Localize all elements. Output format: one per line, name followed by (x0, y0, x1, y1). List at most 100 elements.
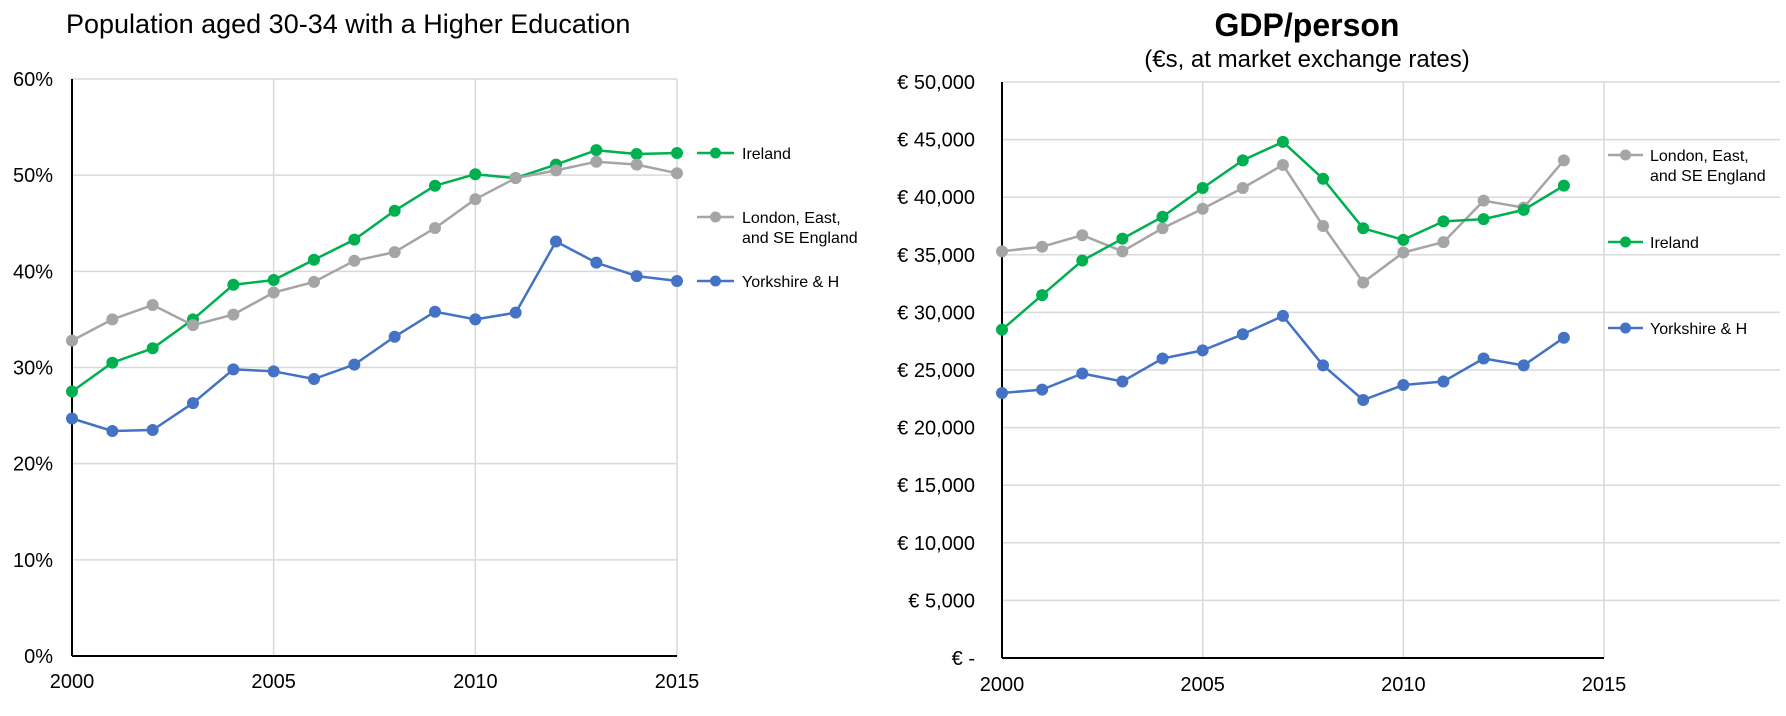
data-point-ireland (1437, 215, 1450, 228)
data-point-yorkshire (187, 397, 199, 410)
y-tick-label: € 5,000 (908, 590, 975, 612)
data-point-yorkshire (509, 306, 522, 319)
data-point-london (671, 167, 683, 180)
y-tick-label: 60% (13, 69, 53, 91)
data-point-yorkshire (1236, 328, 1249, 341)
data-point-ireland (1317, 172, 1330, 185)
series-london (66, 155, 683, 347)
data-point-london (1437, 236, 1450, 249)
y-tick-label: € 25,000 (897, 360, 975, 382)
chart1-legend: Ireland London, East, and SE England Yorksh… (697, 146, 858, 291)
data-point-london (187, 319, 199, 332)
series-yorkshire (996, 309, 1570, 406)
data-point-london (308, 275, 320, 288)
x-tick-label: 2015 (655, 671, 700, 693)
data-point-yorkshire (469, 313, 482, 326)
data-point-yorkshire (227, 363, 240, 376)
data-point-yorkshire (66, 412, 78, 425)
data-point-yorkshire (1076, 367, 1089, 380)
data-point-yorkshire (1116, 375, 1129, 388)
chart-higher-education: Population aged 30-34 with a Higher Educ… (13, 9, 858, 693)
legend-entry-yorkshire: Yorkshire & H (697, 274, 839, 291)
data-point-london (388, 246, 401, 259)
data-point-london (630, 158, 643, 171)
data-point-ireland (146, 342, 159, 355)
chart1-y-tick-labels: 0% 10% 20% 30% 40% 50% 60% (13, 69, 53, 668)
data-point-london (106, 313, 119, 326)
x-tick-label: 2000 (50, 671, 95, 693)
data-point-ireland (348, 233, 361, 246)
legend-entry-ireland: Ireland (1608, 235, 1699, 252)
data-point-ireland (590, 144, 603, 157)
chart-gdp-per-person: GDP/person (€s, at market exchange rates… (897, 7, 1780, 696)
y-tick-label: 30% (13, 358, 53, 380)
data-point-yorkshire (429, 305, 441, 318)
chart2-axes (1001, 82, 1604, 659)
y-tick-label: € - (952, 648, 975, 670)
legend-label-ireland: Ireland (742, 146, 791, 163)
legend-label-london: and SE England (742, 230, 858, 247)
data-point-ireland (1357, 222, 1370, 235)
x-tick-label: 2005 (251, 671, 296, 693)
legend-label-ireland: Ireland (1650, 235, 1699, 252)
y-tick-label: € 45,000 (897, 130, 975, 152)
data-point-ireland (630, 148, 643, 161)
chart1-title: Population aged 30-34 with a Higher Educ… (66, 9, 630, 39)
data-point-yorkshire (308, 373, 320, 386)
y-tick-label: € 50,000 (897, 72, 975, 94)
data-point-ireland (1557, 179, 1570, 192)
data-point-yorkshire (671, 274, 683, 287)
chart2-legend: London, East, and SE England Ireland Yorksh… (1608, 148, 1766, 338)
y-tick-label: € 30,000 (897, 302, 975, 324)
series-ireland (996, 135, 1570, 336)
data-point-london (429, 222, 441, 235)
data-point-yorkshire (1517, 359, 1530, 372)
data-point-yorkshire (1357, 393, 1370, 406)
data-point-yorkshire (267, 365, 280, 378)
data-point-ireland (469, 168, 482, 181)
data-point-ireland (227, 278, 240, 291)
data-point-yorkshire (388, 330, 401, 343)
data-point-yorkshire (1397, 378, 1410, 391)
data-point-london (1196, 202, 1209, 215)
data-point-london (1397, 246, 1410, 259)
legend-marker-london (1620, 149, 1631, 161)
data-point-london (1116, 245, 1129, 258)
chart2-y-tick-labels: € - € 5,000 € 10,000 € 15,000 € 20,000 € 25,0… (897, 72, 975, 670)
legend-label-london: and SE England (1650, 168, 1766, 185)
data-point-ireland (66, 385, 78, 398)
series-line-yorkshire (71, 240, 678, 433)
data-point-london (1477, 194, 1490, 207)
data-point-ireland (308, 253, 320, 266)
data-point-ireland (1036, 289, 1049, 302)
data-point-london (1317, 220, 1330, 232)
legend-entry-london: London, East, and SE England (697, 210, 858, 247)
data-point-london (66, 334, 78, 347)
data-point-yorkshire (1036, 383, 1049, 396)
data-point-yorkshire (146, 424, 159, 437)
data-point-ireland (1116, 232, 1129, 245)
legend-label-yorkshire: Yorkshire & H (1650, 321, 1747, 338)
legend-entry-yorkshire: Yorkshire & H (1608, 321, 1747, 338)
data-point-ireland (996, 323, 1008, 336)
data-point-yorkshire (550, 235, 562, 248)
data-point-ireland (671, 147, 683, 160)
legend-entry-london: London, East, and SE England (1608, 148, 1766, 185)
data-point-ireland (388, 204, 401, 217)
data-point-ireland (1397, 233, 1410, 246)
data-point-london (590, 155, 603, 168)
chart1-x-tick-labels: 2000 2005 2010 2015 (50, 671, 700, 693)
legend-label-yorkshire: Yorkshire & H (742, 274, 839, 291)
data-point-london (227, 308, 240, 321)
chart2-subtitle: (€s, at market exchange rates) (1144, 46, 1469, 73)
data-point-ireland (1196, 181, 1209, 194)
data-point-london (1276, 158, 1289, 171)
y-tick-label: € 15,000 (897, 475, 975, 497)
y-tick-label: 0% (24, 646, 53, 668)
x-tick-label: 2000 (980, 674, 1025, 696)
data-point-london (996, 245, 1008, 258)
chart1-axes (71, 79, 677, 657)
legend-label-london: London, East, (742, 210, 841, 227)
data-point-ireland (1076, 254, 1089, 267)
